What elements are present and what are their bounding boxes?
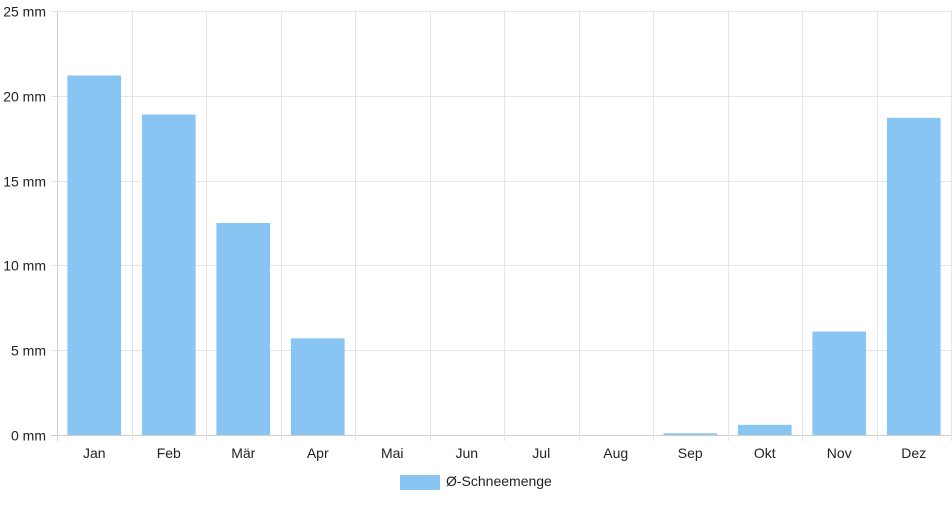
bar-dez[interactable] bbox=[886, 117, 941, 436]
bar-okt[interactable] bbox=[737, 424, 792, 435]
bar-nov[interactable] bbox=[812, 331, 867, 435]
bars-layer bbox=[67, 75, 941, 436]
bar-jan[interactable] bbox=[67, 75, 122, 435]
y-tick-label: 25 mm bbox=[3, 4, 46, 20]
x-tick-label: Aug bbox=[603, 445, 628, 461]
grid-layer bbox=[51, 11, 952, 441]
x-tick-label: Dez bbox=[901, 445, 926, 461]
y-axis: 0 mm 5 mm 10 mm 15 mm 20 mm 25 mm bbox=[3, 4, 46, 444]
legend-label: Ø-Schneemenge bbox=[446, 473, 552, 489]
x-tick-label: Mai bbox=[381, 445, 404, 461]
x-tick-label: Jul bbox=[532, 445, 550, 461]
y-tick-label: 15 mm bbox=[3, 174, 46, 190]
legend[interactable]: Ø-Schneemenge bbox=[400, 473, 552, 490]
x-tick-label: Feb bbox=[157, 445, 181, 461]
y-tick-label: 20 mm bbox=[3, 89, 46, 105]
y-tick-label: 10 mm bbox=[3, 258, 46, 274]
y-tick-label: 5 mm bbox=[11, 343, 46, 359]
x-tick-label: Sep bbox=[678, 445, 703, 461]
bar-apr[interactable] bbox=[290, 338, 345, 435]
bar-mär[interactable] bbox=[216, 223, 271, 435]
x-tick-label: Jun bbox=[455, 445, 478, 461]
x-tick-label: Apr bbox=[307, 445, 329, 461]
bar-sep[interactable] bbox=[663, 433, 718, 435]
x-tick-label: Mär bbox=[231, 445, 255, 461]
x-tick-label: Nov bbox=[827, 445, 852, 461]
bar-feb[interactable] bbox=[141, 114, 196, 436]
x-axis: Jan Feb Mär Apr Mai Jun Jul Aug Sep Okt Nov Dez bbox=[83, 445, 926, 461]
x-tick-label: Jan bbox=[83, 445, 106, 461]
x-tick-label: Okt bbox=[754, 445, 776, 461]
legend-swatch bbox=[400, 475, 440, 490]
y-tick-label: 0 mm bbox=[11, 428, 46, 444]
